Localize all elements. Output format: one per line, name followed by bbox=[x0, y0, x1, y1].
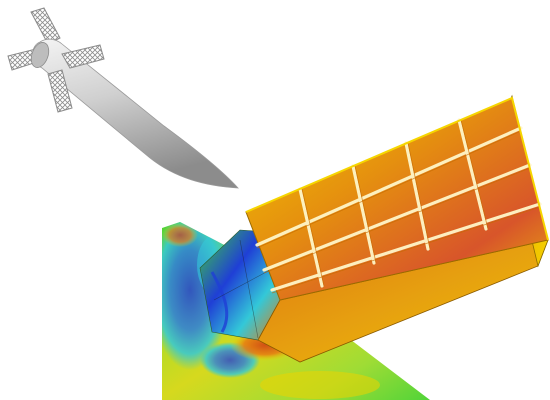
lattice-bars bbox=[255, 118, 542, 292]
grid-fin-icon bbox=[30, 7, 61, 45]
missile-with-grid-fins-icon bbox=[7, 7, 239, 189]
grid-fin-icon bbox=[61, 44, 105, 69]
missile-body bbox=[32, 38, 239, 189]
grid-fin-icon bbox=[47, 69, 73, 113]
grid-fin-detail bbox=[199, 94, 549, 363]
